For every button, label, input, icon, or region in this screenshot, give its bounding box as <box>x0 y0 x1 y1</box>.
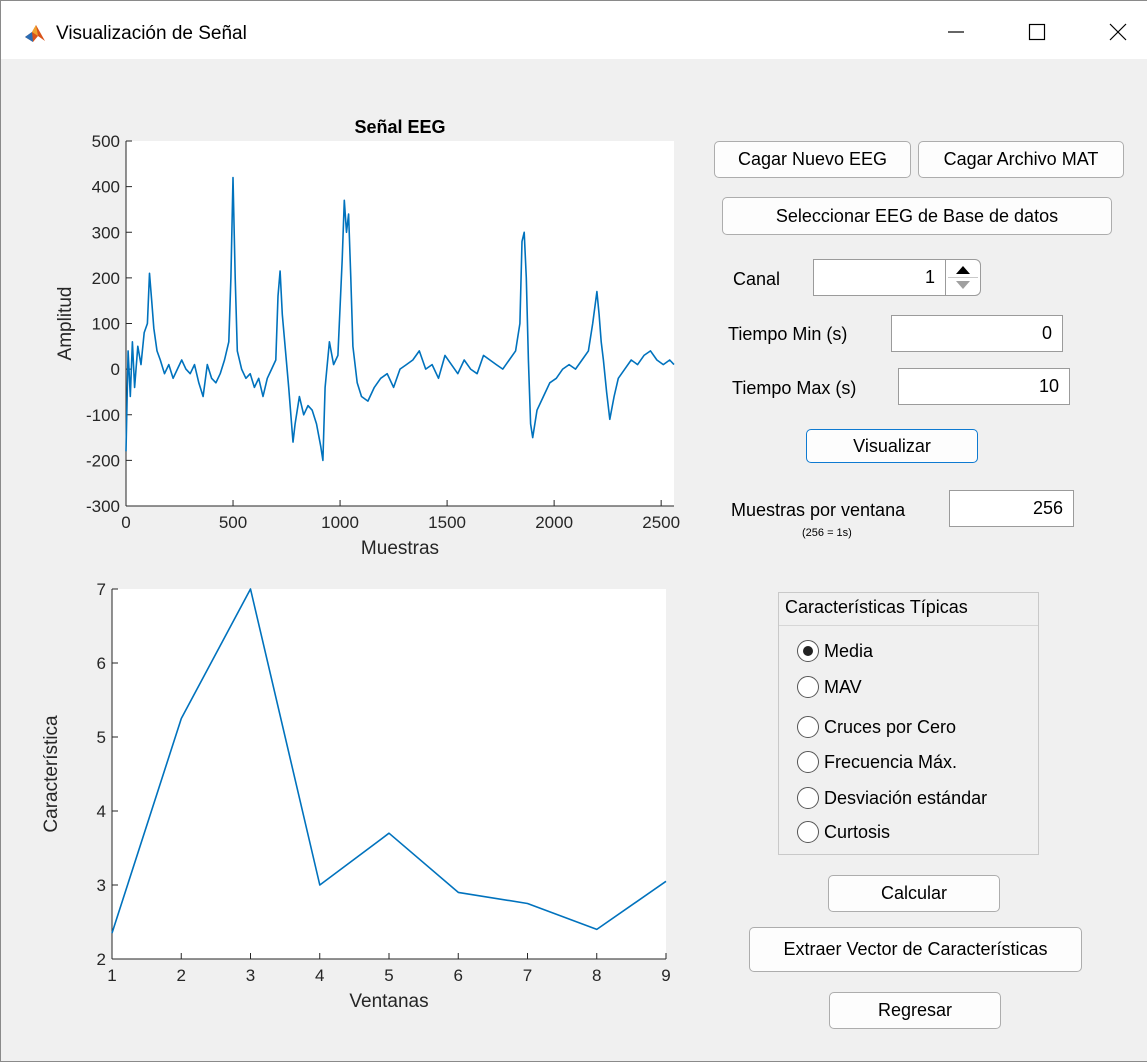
x-tick-label: 2500 <box>642 513 680 532</box>
feature-option[interactable]: Media <box>797 640 873 662</box>
x-tick-label: 500 <box>219 513 247 532</box>
x-axis-label: Muestras <box>361 538 439 559</box>
x-tick-label: 9 <box>661 966 670 985</box>
calculate-button[interactable]: Calcular <box>828 875 1000 912</box>
close-button[interactable] <box>1088 9 1147 55</box>
feature-option-label: Desviación estándar <box>824 787 988 808</box>
minimize-button[interactable] <box>926 9 986 55</box>
feature-option-label: MAV <box>824 676 862 697</box>
series-line <box>111 588 667 934</box>
feature-option[interactable]: Cruces por Cero <box>797 716 956 738</box>
x-tick-label: 1000 <box>321 513 359 532</box>
x-tick-label: 8 <box>592 966 601 985</box>
load-mat-file-button[interactable]: Cagar Archivo MAT <box>918 141 1124 178</box>
y-tick-label: 200 <box>92 269 120 288</box>
maximize-icon <box>1028 23 1046 41</box>
select-db-eeg-button[interactable]: Seleccionar EEG de Base de datos <box>722 197 1112 235</box>
y-tick-label: 400 <box>92 178 120 197</box>
samples-per-window-input[interactable]: 256 <box>949 490 1074 527</box>
back-button[interactable]: Regresar <box>829 992 1001 1029</box>
feature-option-label: Media <box>824 640 874 661</box>
x-tick-label: 5 <box>384 966 393 985</box>
matlab-logo-icon <box>24 23 46 45</box>
radio-button[interactable] <box>797 640 819 662</box>
x-tick-label: 7 <box>523 966 532 985</box>
load-new-eeg-button[interactable]: Cagar Nuevo EEG <box>714 141 911 178</box>
y-tick-label: 2 <box>97 950 106 969</box>
radio-button[interactable] <box>797 751 819 773</box>
visualize-button[interactable]: Visualizar <box>806 429 978 463</box>
group-divider <box>779 625 1038 626</box>
feature-option[interactable]: MAV <box>797 676 862 698</box>
y-axis-label: Amplitud <box>55 287 76 361</box>
channel-label: Canal <box>733 269 781 289</box>
y-tick-label: 6 <box>97 654 106 673</box>
x-tick-label: 4 <box>315 966 324 985</box>
chart-title: Señal EEG <box>354 117 445 137</box>
radio-button[interactable] <box>797 716 819 738</box>
y-tick-label: 0 <box>111 360 120 379</box>
x-axis-label: Ventanas <box>349 991 428 1012</box>
feature-option-label: Frecuencia Máx. <box>824 751 958 772</box>
y-tick-label: 300 <box>92 223 120 242</box>
title-bar: Visualización de Señal <box>1 1 1147 59</box>
y-axis-label: Característica <box>41 715 62 833</box>
samples-hint-label: (256 = 1s) <box>802 527 852 539</box>
plot-area <box>112 589 666 959</box>
content-area: 0 500 1000 1500 2000 2500 -300 -200 -100 0 100 200 3… <box>1 59 1147 1061</box>
feature-option-label: Curtosis <box>824 821 891 842</box>
series-line <box>125 176 675 462</box>
channel-stepper[interactable] <box>945 259 981 296</box>
y-tick-label: -100 <box>86 406 120 425</box>
y-tick-label: 5 <box>97 728 106 747</box>
x-tick-label: 3 <box>246 966 255 985</box>
maximize-button[interactable] <box>1007 9 1067 55</box>
features-group-title: Características Típicas <box>785 597 968 617</box>
y-tick-label: 500 <box>92 132 120 151</box>
tmax-label: Tiempo Max (s) <box>732 378 857 398</box>
x-tick-label: 2 <box>177 966 186 985</box>
x-tick-label: 0 <box>121 513 130 532</box>
y-tick-label: 3 <box>97 876 106 895</box>
close-icon <box>1109 23 1127 41</box>
feature-option[interactable]: Curtosis <box>797 821 890 843</box>
stepper-arrows-icon <box>948 266 978 289</box>
feature-option[interactable]: Frecuencia Máx. <box>797 751 957 773</box>
x-tick-label: 1500 <box>428 513 466 532</box>
plot-area <box>126 141 674 506</box>
radio-button[interactable] <box>797 676 819 698</box>
y-tick-label: -300 <box>86 497 120 516</box>
samples-per-window-label: Muestras por ventana <box>731 500 906 520</box>
x-tick-label: 6 <box>454 966 463 985</box>
tmin-input[interactable]: 0 <box>891 315 1063 352</box>
y-tick-label: -200 <box>86 451 120 470</box>
eeg-signal-chart: 0 500 1000 1500 2000 2500 -300 -200 -100 0 100 200 3… <box>55 117 680 559</box>
y-tick-label: 4 <box>97 802 106 821</box>
window-title: Visualización de Señal <box>56 23 247 44</box>
radio-button[interactable] <box>797 821 819 843</box>
minimize-icon <box>948 31 964 33</box>
extract-feature-vector-button[interactable]: Extraer Vector de Características <box>749 927 1082 972</box>
x-tick-label: 2000 <box>535 513 573 532</box>
channel-input[interactable]: 1 <box>813 259 946 296</box>
tmin-label: Tiempo Min (s) <box>728 324 848 344</box>
features-group: Características Típicas Media MAV Cruces p… <box>778 592 1039 855</box>
feature-option[interactable]: Desviación estándar <box>797 787 987 809</box>
x-tick-label: 1 <box>107 966 116 985</box>
y-tick-label: 7 <box>97 581 106 599</box>
tmax-input[interactable]: 10 <box>898 368 1070 405</box>
feature-option-label: Cruces por Cero <box>824 716 957 737</box>
radio-button[interactable] <box>797 787 819 809</box>
y-tick-label: 100 <box>92 315 120 334</box>
